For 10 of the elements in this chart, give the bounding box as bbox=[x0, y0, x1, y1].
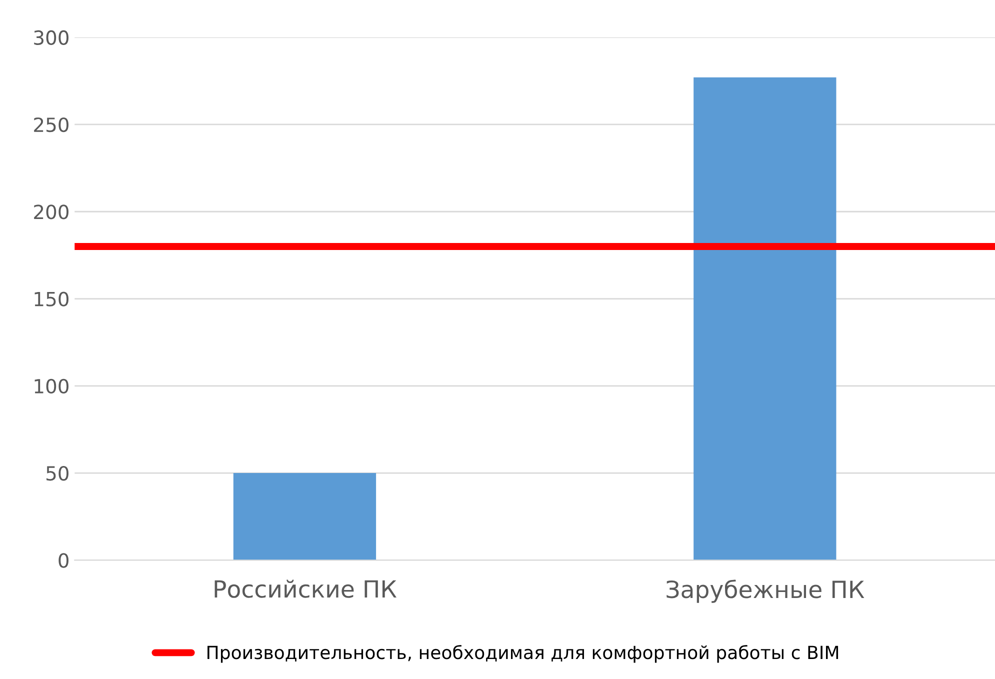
y-tick-label: 150 bbox=[34, 292, 68, 306]
x-tick-label: Российские ПК bbox=[214, 580, 396, 598]
y-tick-label: 250 bbox=[34, 117, 68, 132]
y-tick-label: 300 bbox=[34, 30, 68, 46]
x-tick-label: Зарубежные ПК bbox=[666, 580, 864, 603]
legend-label: Производительность, необходимая для комфортной работы с BIM bbox=[208, 644, 838, 663]
y-tick-label: 200 bbox=[34, 204, 68, 220]
y-tick-label: 100 bbox=[34, 378, 68, 394]
y-tick-label: 50 bbox=[46, 466, 68, 481]
y-tick-label: 0 bbox=[58, 553, 68, 568]
